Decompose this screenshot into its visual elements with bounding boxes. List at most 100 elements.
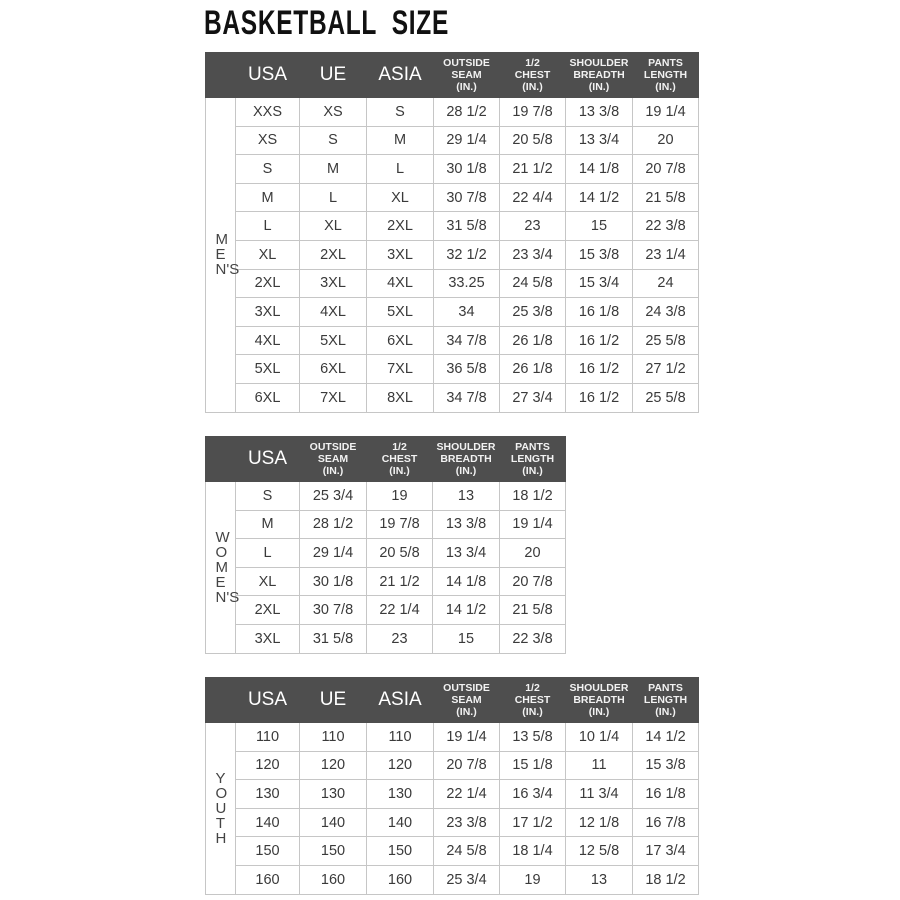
table-row: 5XL 6XL 7XL 36 5/8 26 1/8 16 1/2 27 1/2 [206, 354, 699, 384]
table-cell: 130 [235, 779, 300, 809]
youth-side-label: YOUTH [205, 722, 236, 895]
table-cell: S [366, 97, 434, 127]
table-cell: 15 3/8 [632, 750, 699, 781]
table-cell: 13 3/4 [565, 125, 633, 156]
table-cell: 34 7/8 [433, 325, 500, 356]
table-cell: 20 5/8 [366, 538, 433, 568]
table-cell: 16 7/8 [632, 807, 699, 838]
table-cell: 3XL [366, 239, 434, 270]
table-cell: 2XL [235, 268, 300, 299]
header-row: USA OUTSIDE SEAM (IN.) 1/2 CHEST (IN.) SHOU… [205, 436, 566, 482]
table-cell: 23 [499, 211, 566, 241]
table-cell: 25 3/4 [299, 481, 367, 511]
table-cell: 140 [299, 807, 367, 838]
table-cell: 33.25 [433, 268, 500, 299]
table-row: 130 130 130 22 1/4 16 3/4 11 3/4 16 1/8 [206, 779, 699, 809]
table-cell: 32 1/2 [433, 239, 500, 270]
table-cell: 24 5/8 [499, 268, 566, 299]
table-cell: M [299, 154, 367, 184]
table-cell: 150 [299, 836, 367, 866]
table-cell: 34 7/8 [433, 382, 500, 413]
table-cell: 21 1/2 [499, 154, 566, 184]
table-cell: 160 [299, 864, 367, 895]
table-cell: XL [235, 566, 300, 597]
table-cell: 19 1/4 [433, 722, 500, 752]
table-cell: 31 5/8 [299, 623, 367, 654]
table-row: 2XL 30 7/8 22 1/4 14 1/2 21 5/8 [206, 595, 566, 625]
table-cell: 19 7/8 [499, 97, 566, 127]
table-cell: 130 [366, 779, 434, 809]
table-cell: 2XL [366, 211, 434, 241]
column-header: OUTSIDE SEAM (IN.) [299, 436, 367, 482]
table-cell: 25 5/8 [632, 382, 699, 413]
table-cell: 12 1/8 [565, 807, 633, 838]
table-row: 140 140 140 23 3/8 17 1/2 12 1/8 16 7/8 [206, 807, 699, 838]
table-cell: 2XL [299, 239, 367, 270]
table-cell: 15 [432, 623, 500, 654]
table-cell: 23 3/4 [499, 239, 566, 270]
header-row: USA UE ASIA OUTSIDE SEAM (IN.) 1/2 CHEST (IN… [205, 677, 699, 723]
table-cell: 15 [565, 211, 633, 241]
table-cell: 23 1/4 [632, 239, 699, 270]
table-cell: 20 [499, 538, 566, 568]
table-cell: 36 5/8 [433, 354, 500, 384]
table-cell: 17 3/4 [632, 836, 699, 866]
table-cell: 22 1/4 [433, 779, 500, 809]
table-cell: 25 3/8 [499, 297, 566, 327]
table-cell: L [235, 211, 300, 241]
table-cell: 15 3/8 [565, 239, 633, 270]
table-cell: S [299, 125, 367, 156]
table-cell: 22 1/4 [366, 595, 433, 625]
table-cell: 27 1/2 [632, 354, 699, 384]
table-cell: 16 1/2 [565, 325, 633, 356]
table-cell: 20 7/8 [632, 154, 699, 184]
table-cell: 140 [366, 807, 434, 838]
table-row: 120 120 120 20 7/8 15 1/8 11 15 3/8 [206, 750, 699, 781]
table-row: 4XL 5XL 6XL 34 7/8 26 1/8 16 1/2 25 5/8 [206, 325, 699, 356]
table-cell: 19 [366, 481, 433, 511]
side-label-text: WOMEN'S [215, 528, 240, 606]
table-cell: 18 1/2 [632, 864, 699, 895]
table-row: 3XL 4XL 5XL 34 25 3/8 16 1/8 24 3/8 [206, 297, 699, 327]
table-cell: 120 [299, 750, 367, 781]
table-cell: 160 [366, 864, 434, 895]
column-header: PANTS LENGTH (IN.) [499, 436, 566, 482]
table-cell: 18 1/2 [499, 481, 566, 511]
table-cell: L [235, 538, 300, 568]
table-cell: L [366, 154, 434, 184]
table-cell: 16 1/8 [565, 297, 633, 327]
table-cell: 26 1/8 [499, 325, 566, 356]
table-cell: XS [299, 97, 367, 127]
table-cell: 13 5/8 [499, 722, 566, 752]
table-cell: 15 3/4 [565, 268, 633, 299]
table-cell: 20 7/8 [433, 750, 500, 781]
table-cell: 31 5/8 [433, 211, 500, 241]
table-cell: XL [235, 239, 300, 270]
header-row: USA UE ASIA OUTSIDE SEAM (IN.) 1/2 CHEST (IN… [205, 52, 699, 98]
table-cell: 21 5/8 [632, 182, 699, 213]
table-cell: 2XL [235, 595, 300, 625]
table-cell: 29 1/4 [433, 125, 500, 156]
table-cell: 14 1/2 [632, 722, 699, 752]
table-row: 150 150 150 24 5/8 18 1/4 12 5/8 17 3/4 [206, 836, 699, 866]
table-cell: 4XL [235, 325, 300, 356]
table-cell: 16 1/8 [632, 779, 699, 809]
table-cell: 14 1/8 [565, 154, 633, 184]
table-cell: 23 3/8 [433, 807, 500, 838]
womens-side-label: WOMEN'S [205, 481, 240, 654]
column-header: PANTS LENGTH (IN.) [632, 677, 699, 723]
table-cell: 19 7/8 [366, 509, 433, 540]
table-cell: 7XL [366, 354, 434, 384]
table-cell: S [235, 154, 300, 184]
table-row: L XL 2XL 31 5/8 23 15 22 3/8 [206, 211, 699, 241]
table-row: 6XL 7XL 8XL 34 7/8 27 3/4 16 1/2 25 5/8 [206, 382, 699, 413]
column-header: 1/2 CHEST (IN.) [499, 677, 566, 723]
table-cell: 6XL [235, 382, 300, 413]
table-cell: 140 [235, 807, 300, 838]
table-cell: 160 [235, 864, 300, 895]
mens-size-table: USA UE ASIA OUTSIDE SEAM (IN.) 1/2 CHEST (IN… [205, 52, 699, 413]
table-row: M 28 1/2 19 7/8 13 3/8 19 1/4 [206, 509, 566, 540]
column-header: ASIA [366, 52, 434, 98]
table-row: MEN'S XXS XS S 28 1/2 19 7/8 13 3/8 19 1/4 [205, 97, 699, 413]
table-cell: XXS [235, 97, 300, 127]
